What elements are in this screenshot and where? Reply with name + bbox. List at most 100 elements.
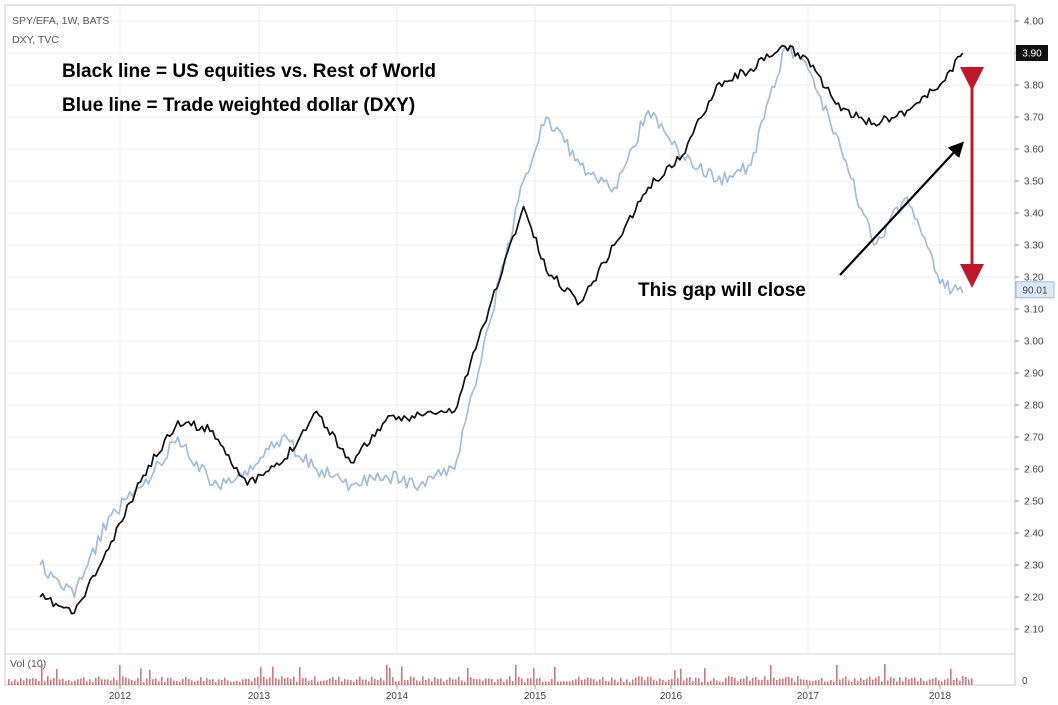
x-tick-label: 2012 [109, 691, 132, 702]
volume-bar [203, 681, 205, 685]
volume-bar [65, 681, 67, 685]
volume-bar [53, 677, 55, 685]
volume-bar [791, 677, 793, 685]
volume-bar [371, 676, 373, 685]
volume-bar [611, 677, 613, 685]
volume-bar [731, 676, 733, 685]
volume-bar [377, 679, 379, 685]
volume-bar [191, 680, 193, 685]
x-tick-label: 2015 [524, 691, 547, 702]
series-line-dxy[interactable] [39, 43, 964, 598]
volume-bar [362, 679, 364, 685]
volume-bar [917, 681, 919, 685]
volume-bar [407, 680, 409, 685]
volume-bar [32, 677, 34, 685]
volume-bar [512, 680, 514, 685]
volume-bar [914, 677, 916, 685]
volume-bar [521, 678, 523, 685]
volume-bar [26, 678, 28, 685]
volume-bar [413, 677, 415, 685]
volume-bar [287, 677, 289, 685]
volume-bar [326, 680, 328, 685]
volume-bar [968, 679, 970, 685]
volume-bar [131, 680, 133, 685]
compare-legend[interactable]: DXY, TVC [12, 34, 59, 46]
series-line-spy-efa[interactable] [39, 44, 964, 615]
volume-bar [749, 680, 751, 685]
volume-bar [824, 681, 826, 685]
volume-bar [479, 679, 481, 685]
volume-bar [485, 678, 487, 685]
volume-bar [632, 679, 634, 685]
volume-bar [671, 678, 673, 685]
volume-bar [305, 677, 307, 685]
volume-bar [86, 681, 88, 685]
volume-bar [344, 679, 346, 685]
volume-bar [647, 676, 649, 685]
annotation-arrows [839, 67, 984, 288]
volume-bar [662, 679, 664, 685]
volume-label: Vol (10) [10, 658, 46, 670]
volume-bar [467, 667, 469, 685]
volume-bar [452, 679, 454, 685]
volume-bar [365, 679, 367, 685]
volume-bar [197, 680, 199, 685]
volume-bar [497, 679, 499, 685]
volume-bar [539, 677, 541, 685]
y-tick-label: 3.60 [1024, 145, 1044, 156]
volume-bar [740, 678, 742, 685]
volume-bar [641, 676, 643, 685]
volume-bar [932, 678, 934, 685]
volume-bar [263, 676, 265, 685]
volume-bar [245, 678, 247, 685]
volume-bar [368, 681, 370, 685]
volume-bar [434, 677, 436, 685]
y-tick-label: 2.80 [1024, 401, 1044, 412]
y-tick-label: 2.40 [1024, 529, 1044, 540]
volume-bar [797, 676, 799, 685]
volume-bar [140, 668, 142, 685]
volume-bar [959, 680, 961, 685]
volume-bar [602, 677, 604, 685]
volume-bar [179, 681, 181, 685]
volume-bar [704, 668, 706, 685]
symbol-legend[interactable]: SPY/EFA, 1W, BATS [12, 15, 109, 27]
y-tick-label: 2.50 [1024, 497, 1044, 508]
volume-bar [221, 679, 223, 685]
volume-bar [683, 680, 685, 685]
volume-bar [314, 676, 316, 685]
annotation-black-line: Black line = US equities vs. Rest of Wor… [62, 61, 436, 82]
volume-bar [848, 680, 850, 685]
volume-bar [476, 679, 478, 685]
volume-bar [104, 679, 106, 685]
volume-bar [74, 680, 76, 685]
volume-bar [536, 678, 538, 685]
volume-bar [473, 678, 475, 685]
volume-bar [251, 681, 253, 685]
volume-bar [695, 677, 697, 685]
volume-bar [272, 666, 274, 685]
volume-bar [92, 681, 94, 685]
volume-bar [665, 681, 667, 685]
volume-bar [674, 669, 676, 685]
volume-bar [638, 676, 640, 685]
volume-bar [737, 681, 739, 685]
volume-bar [620, 677, 622, 685]
volume-bar [8, 679, 10, 685]
y-tick-label: 2.90 [1024, 369, 1044, 380]
volume-bar [575, 679, 577, 685]
volume-bar [173, 680, 175, 685]
volume-bar [23, 680, 25, 685]
volume-bar [557, 681, 559, 685]
volume-bar [923, 680, 925, 685]
volume-bar [233, 681, 235, 685]
volume-bar [515, 664, 517, 685]
y-axis: 2.10 2.20 2.30 2.40 2.50 2.60 2.70 2.80 2.90 3.00… [1014, 5, 1044, 685]
x-tick-label: 2014 [386, 691, 409, 702]
volume-bar [800, 679, 802, 685]
volume-bar [164, 681, 166, 685]
volume-bar [227, 680, 229, 685]
volume-bar [950, 668, 952, 685]
volume-bar [701, 681, 703, 685]
